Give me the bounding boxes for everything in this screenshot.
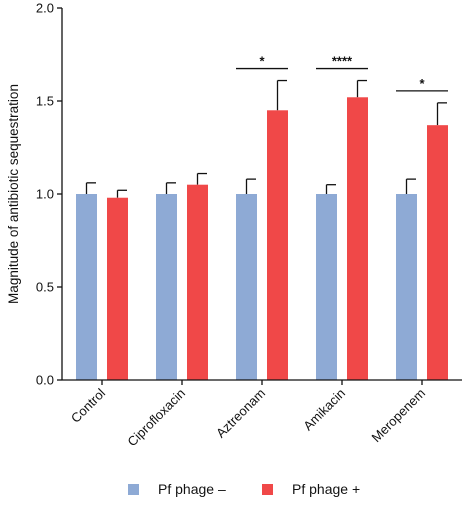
bar: [267, 110, 288, 381]
x-tick-label: Meropenem: [368, 386, 428, 446]
y-tick-label: 0.5: [36, 280, 54, 295]
bar: [76, 194, 97, 380]
significance-label: *: [259, 54, 265, 69]
y-axis-title: Magnitude of antibiotic sequestration: [6, 84, 21, 304]
y-tick-label: 1.5: [36, 94, 54, 109]
significance-label: ****: [332, 54, 353, 69]
bar: [316, 194, 337, 380]
x-tick-label: Aztreonam: [213, 386, 268, 441]
bars-layer: [76, 79, 448, 381]
legend-label: Pf phage –: [158, 481, 226, 497]
legend-swatch: [262, 484, 273, 495]
bar: [107, 197, 128, 380]
bar: [156, 194, 177, 380]
bar: [347, 97, 368, 380]
bar: [236, 194, 257, 380]
y-tick-label: 2.0: [36, 1, 54, 16]
bar: [187, 184, 208, 380]
legend-swatch: [128, 484, 139, 495]
y-tick-label: 1.0: [36, 187, 54, 202]
significance-label: *: [419, 76, 425, 91]
x-tick-label: Control: [68, 385, 108, 425]
y-tick-label: 0.0: [36, 373, 54, 388]
x-tick-label: Ciprofloxacin: [124, 386, 188, 450]
legend: Pf phage – Pf phage +: [128, 481, 360, 497]
legend-label: Pf phage +: [292, 481, 360, 497]
bar: [396, 194, 417, 380]
bar: [427, 125, 448, 381]
x-tick-label: Amikacin: [300, 386, 348, 434]
